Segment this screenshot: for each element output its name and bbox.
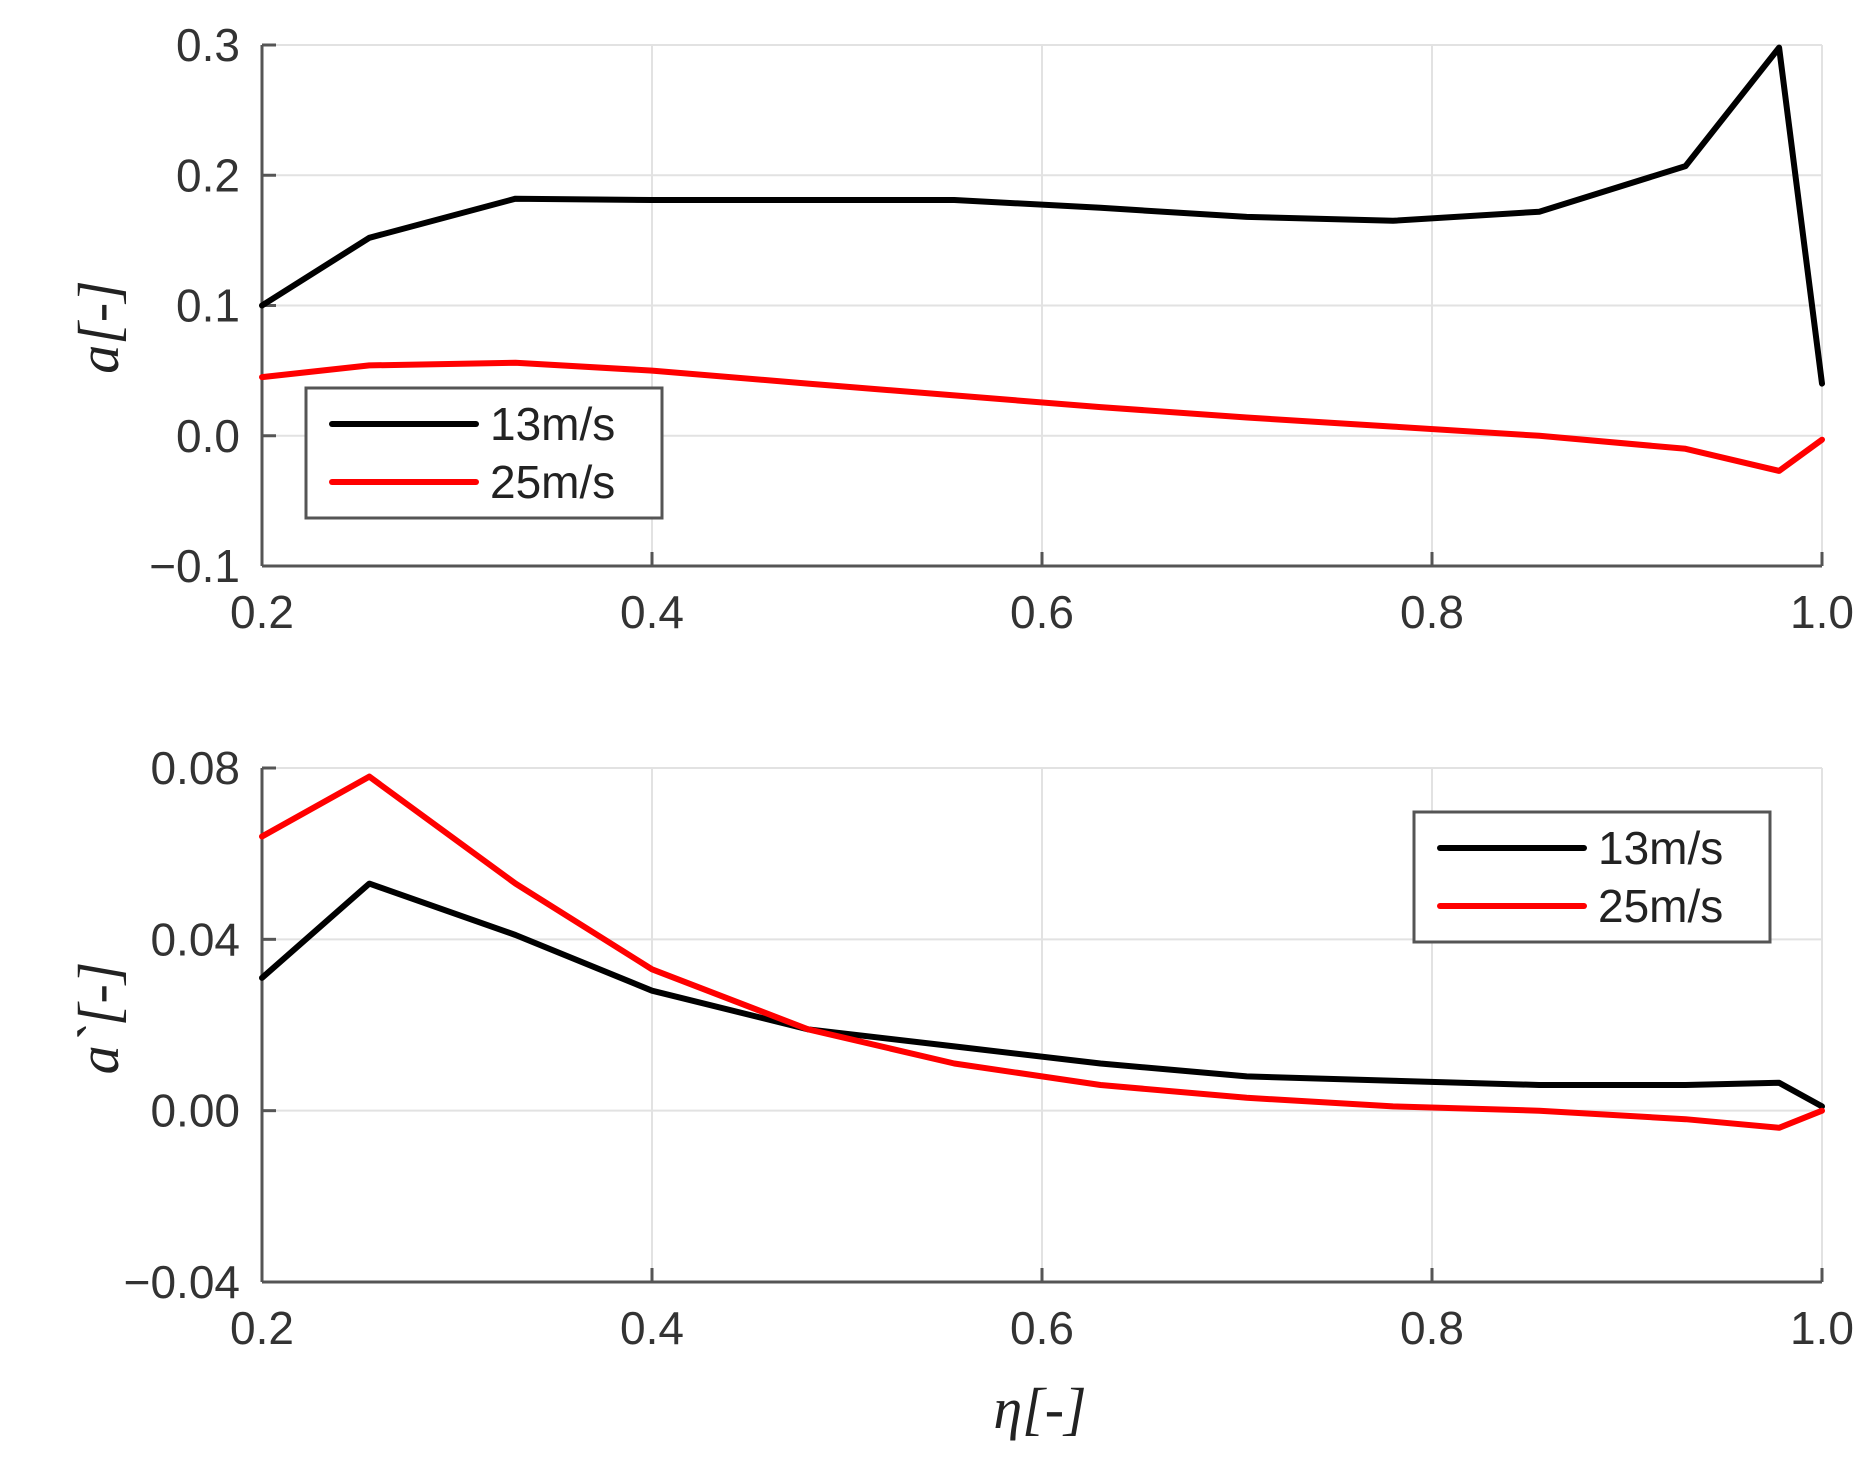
legend-label: 13m/s: [1598, 822, 1723, 874]
y-tick-label: 0.0: [176, 410, 240, 462]
series-line-25ms: [259, 773, 1825, 1131]
series-line-13ms: [259, 880, 1825, 1110]
series-line-25ms: [259, 359, 1825, 474]
series-line-13ms: [259, 44, 1825, 387]
y-tick-label: −0.04: [124, 1256, 240, 1308]
y-tick-label: 0.1: [176, 280, 240, 332]
legend-label: 13m/s: [490, 398, 615, 450]
legend-label: 25m/s: [1598, 880, 1723, 932]
y-tick-label: 0.2: [176, 149, 240, 201]
x-tick-label: 0.4: [620, 1302, 684, 1354]
y-tick-label: 0.00: [150, 1085, 240, 1137]
x-axis-label: η[-]: [993, 1376, 1086, 1441]
legend: 13m/s 25m/s: [304, 386, 664, 520]
y-tick-label: 0.04: [150, 913, 240, 965]
legend: 13m/s 25m/s: [1412, 810, 1772, 944]
x-tick-label: 1.0: [1790, 586, 1854, 638]
y-tick-label: 0.08: [150, 742, 240, 794]
x-tick-label: 1.0: [1790, 1302, 1854, 1354]
y-tick-label: −0.1: [149, 540, 240, 592]
y-axis-label: a[-]: [66, 280, 131, 373]
x-tick-label: 0.8: [1400, 1302, 1464, 1354]
y-tick-label: 0.3: [176, 19, 240, 71]
panel-top: 0.2 0.4 0.6 0.8 1.0 −0.1 0.0 0.1 0.2 0.3 a[-] 13m/s…: [66, 19, 1854, 638]
x-tick-label: 0.2: [230, 1302, 294, 1354]
x-tick-label: 0.6: [1010, 586, 1074, 638]
x-tick-label: 0.6: [1010, 1302, 1074, 1354]
y-axis-label: a`[-]: [66, 962, 131, 1075]
x-tick-label: 0.4: [620, 586, 684, 638]
x-tick-label: 0.8: [1400, 586, 1464, 638]
legend-box: [1412, 810, 1772, 944]
x-tick-label: 0.2: [230, 586, 294, 638]
legend-label: 25m/s: [490, 456, 615, 508]
panel-bottom: 0.2 0.4 0.6 0.8 1.0 −0.04 0.00 0.04 0.08 a`[-] η[-…: [66, 742, 1854, 1441]
legend-box: [304, 386, 664, 520]
